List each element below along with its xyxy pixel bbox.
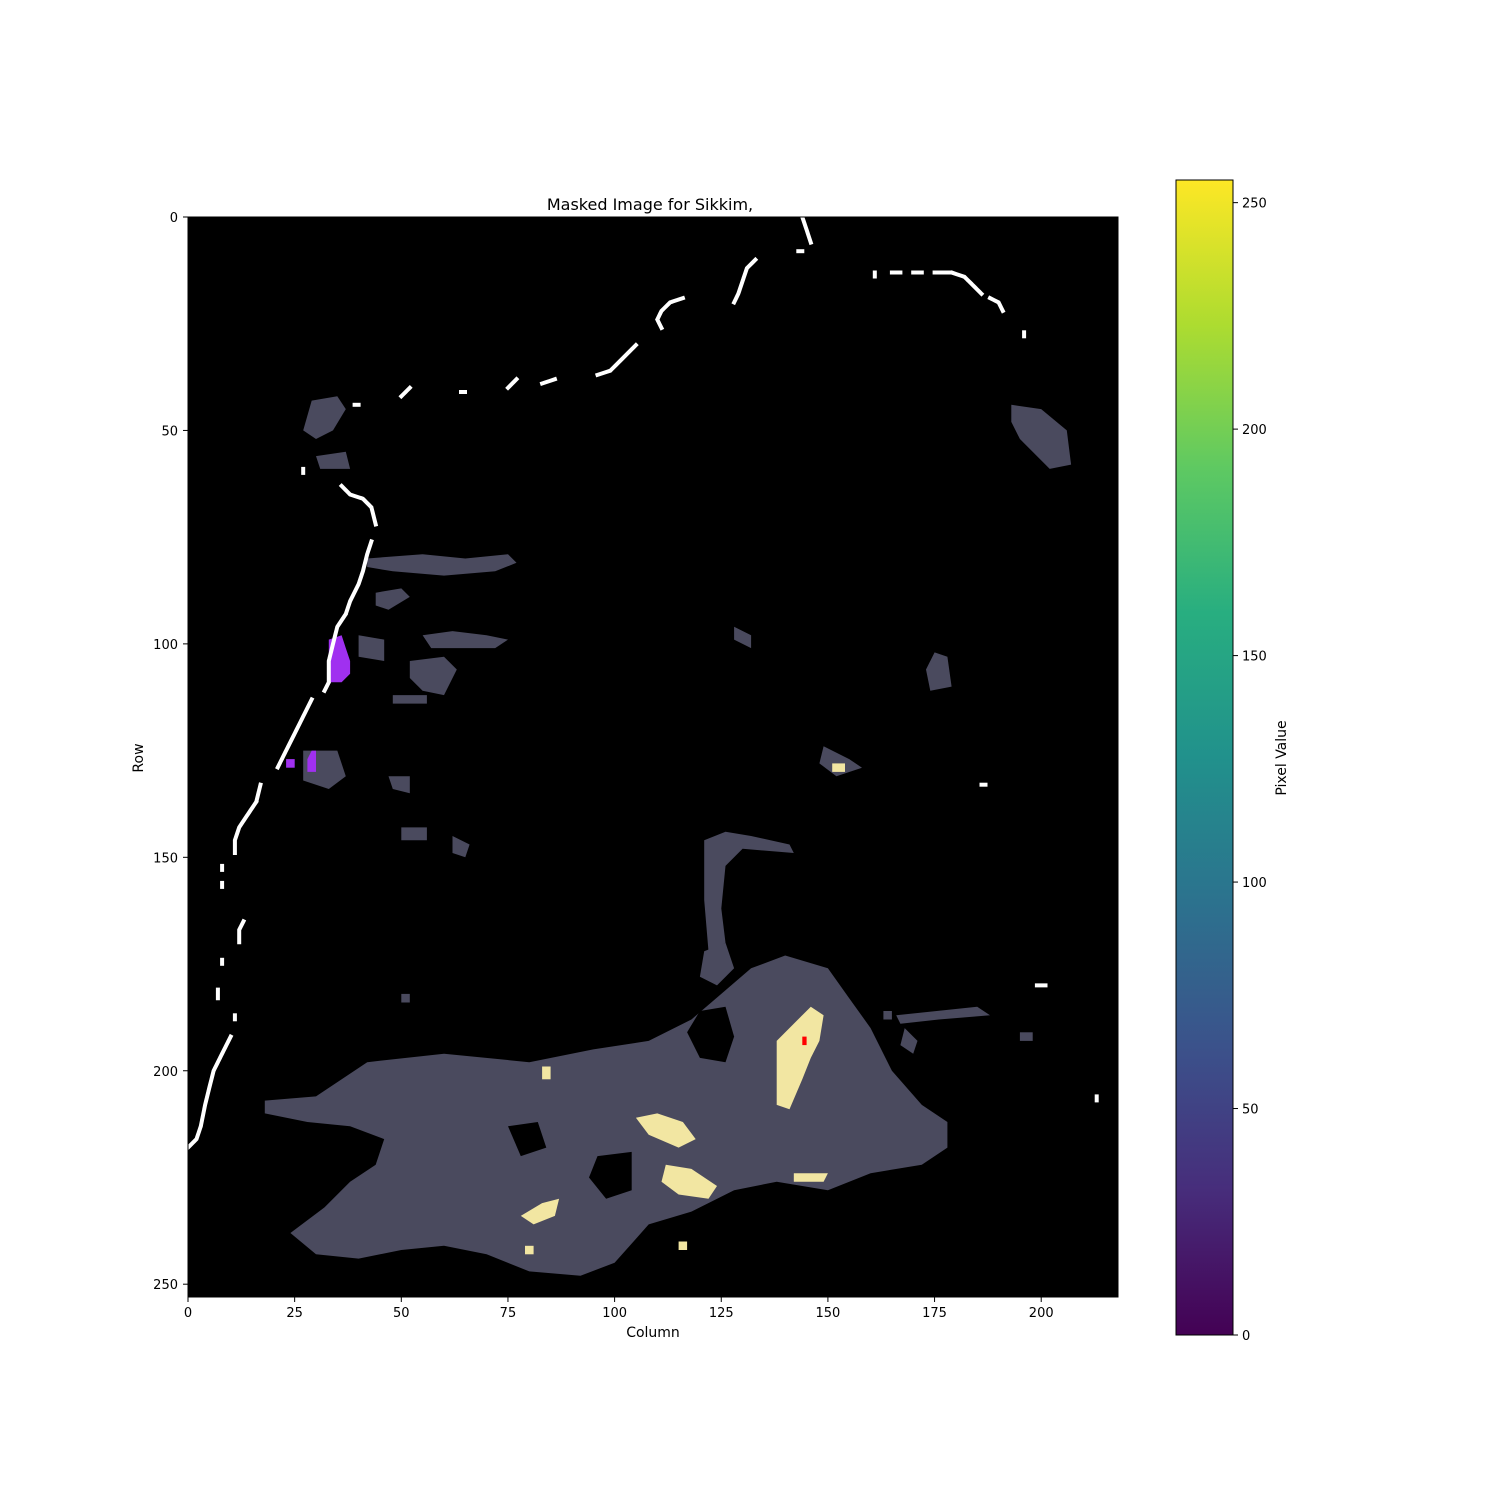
white-boundary-line — [539, 376, 558, 387]
gray-cluster — [358, 635, 385, 661]
purple-patch — [286, 759, 295, 768]
x-tick-label: 0 — [184, 1306, 192, 1321]
white-boundary-line — [185, 1033, 234, 1151]
x-tick-label: 125 — [709, 1306, 734, 1321]
y-axis: 0 50 100 150 200 250 — [153, 211, 188, 1293]
masked-hole — [508, 1122, 547, 1157]
white-boundary-line — [799, 214, 814, 246]
gray-cluster — [409, 656, 457, 696]
white-boundary-line — [398, 384, 413, 400]
gray-cluster — [316, 451, 351, 469]
yellow-patch — [776, 1006, 824, 1110]
colorbar-tick-label: 0 — [1242, 1329, 1250, 1344]
yellow-patch — [678, 1241, 688, 1250]
y-tick-label: 200 — [153, 1065, 178, 1080]
white-boundary-line — [338, 483, 379, 527]
x-axis: 0 25 50 75 100 125 150 175 200 — [184, 1297, 1054, 1321]
gray-cluster — [303, 396, 346, 439]
gray-region-channel — [704, 831, 794, 952]
x-tick-label: 100 — [602, 1306, 627, 1321]
white-boundary-line — [594, 342, 639, 378]
colorbar: 0 50 100 150 200 250 Pixel Value — [1175, 179, 1290, 1344]
heatmap-marks — [185, 214, 1099, 1276]
gray-cluster — [401, 827, 427, 841]
colorbar-tick-label: 250 — [1242, 197, 1267, 212]
white-boundary-line — [237, 918, 247, 945]
x-tick-label: 175 — [922, 1306, 947, 1321]
y-tick-label: 150 — [153, 851, 178, 866]
y-tick-label: 250 — [153, 1278, 178, 1293]
gray-cluster — [452, 836, 470, 858]
white-boundary-line — [505, 376, 520, 391]
gray-cluster — [375, 588, 410, 610]
masked-hole — [687, 1006, 735, 1063]
colorbar-tick-label: 150 — [1242, 650, 1267, 665]
gray-cluster — [392, 695, 427, 704]
gray-cluster — [401, 993, 410, 1003]
red-pixel — [802, 1036, 807, 1046]
gray-cluster — [883, 1011, 892, 1020]
colorbar-tick-label: 100 — [1242, 876, 1267, 891]
gray-cluster — [819, 746, 862, 777]
y-tick-label: 100 — [153, 638, 178, 653]
gray-cluster — [900, 1028, 918, 1054]
plot-frame — [187, 216, 1119, 1298]
colorbar-label: Pixel Value — [1274, 720, 1290, 795]
gray-cluster — [734, 626, 752, 649]
white-boundary-line — [321, 538, 374, 694]
colorbar-tick-label: 200 — [1242, 423, 1267, 438]
gray-cluster — [1019, 1032, 1033, 1041]
chart-title: Masked Image for Sikkim, — [547, 195, 753, 214]
gray-cluster — [896, 1006, 990, 1024]
x-axis-label: Column — [626, 1325, 680, 1341]
x-tick-label: 75 — [500, 1306, 517, 1321]
white-boundary-line — [655, 295, 686, 331]
y-tick-label: 0 — [170, 211, 178, 226]
gray-cluster — [1011, 404, 1072, 469]
white-boundary-line — [932, 270, 985, 297]
gray-cluster — [422, 631, 508, 649]
gray-region-south — [264, 955, 948, 1276]
yellow-patch — [520, 1198, 560, 1225]
plot-area — [185, 214, 1119, 1298]
colorbar-ticks: 0 50 100 150 200 250 — [1233, 197, 1267, 1344]
yellow-patch — [661, 1164, 717, 1199]
gray-region-channel — [699, 942, 735, 986]
x-tick-label: 200 — [1029, 1306, 1054, 1321]
y-axis-label: Row — [131, 743, 147, 772]
white-boundary-line — [232, 782, 263, 855]
gray-cluster — [926, 652, 952, 691]
yellow-patch — [832, 763, 845, 772]
masked-hole — [589, 1151, 632, 1199]
yellow-patch — [793, 1173, 828, 1182]
yellow-patch — [525, 1245, 534, 1255]
y-tick-label: 50 — [161, 424, 178, 439]
white-boundary-line — [731, 256, 759, 306]
purple-patch — [307, 750, 316, 772]
colorbar-gradient — [1175, 179, 1234, 1336]
colorbar-tick-label: 50 — [1242, 1103, 1259, 1118]
yellow-patch — [542, 1066, 551, 1080]
x-tick-label: 150 — [815, 1306, 840, 1321]
gray-cluster — [367, 554, 517, 576]
x-tick-label: 25 — [286, 1306, 303, 1321]
gray-cluster — [388, 776, 410, 794]
white-boundary-line — [274, 696, 315, 771]
yellow-patch — [635, 1113, 696, 1148]
x-tick-label: 50 — [393, 1306, 410, 1321]
white-boundary-line — [987, 295, 1006, 314]
